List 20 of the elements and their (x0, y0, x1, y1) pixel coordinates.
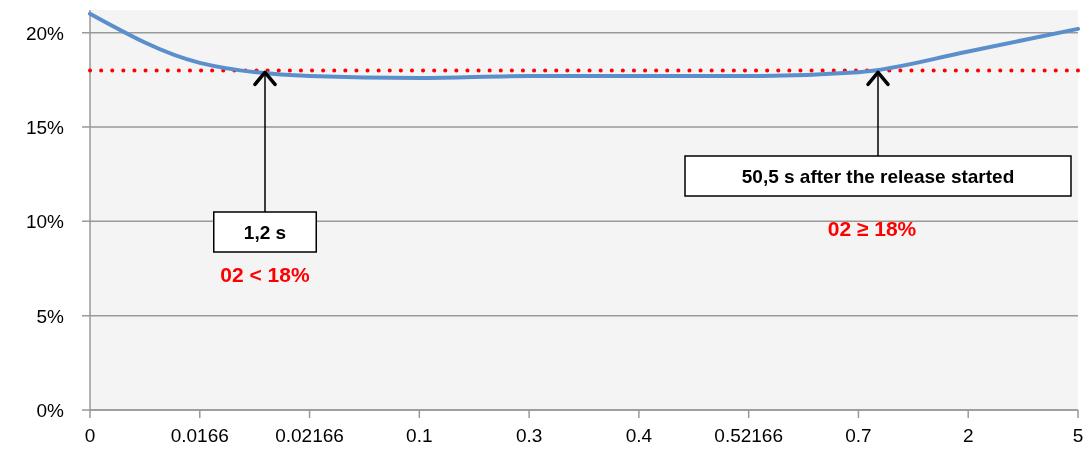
x-tick-label: 5 (1072, 425, 1084, 446)
x-tick-label: 0.52166 (714, 425, 784, 446)
y-tick-label: 20% (25, 22, 65, 44)
annotation: 02 < 18% (220, 263, 310, 286)
x-tick-label: 0.3 (515, 425, 543, 446)
x-tick-label: 2 (962, 425, 974, 446)
annotation: 02 ≥ 18% (827, 217, 917, 240)
y-tick-label: 15% (25, 116, 65, 138)
x-tick-label: 0 (84, 425, 96, 446)
annotation: 50,5 s after the release started (741, 166, 1015, 187)
x-tick-label: 0.0166 (170, 425, 229, 446)
x-tick-label: 0.7 (845, 425, 872, 446)
x-tick-label: 0.02166 (275, 425, 344, 446)
y-tick-label: 0% (36, 400, 65, 421)
y-tick-label: 10% (25, 211, 65, 233)
y-tick-label: 5% (36, 305, 65, 327)
x-tick-label: 0.4 (625, 425, 653, 446)
line-series (88, 11, 1080, 80)
annotation: 1,2 s (243, 222, 287, 243)
x-tick-label: 0.1 (406, 425, 433, 446)
